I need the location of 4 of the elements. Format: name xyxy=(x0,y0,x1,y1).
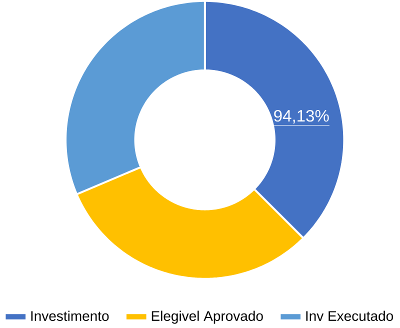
legend-label: Inv Executado xyxy=(306,310,394,322)
legend-label: Elegivel Aprovado xyxy=(152,310,263,324)
text: 94,13% xyxy=(274,110,329,124)
legend-label: Investimento xyxy=(31,310,109,322)
